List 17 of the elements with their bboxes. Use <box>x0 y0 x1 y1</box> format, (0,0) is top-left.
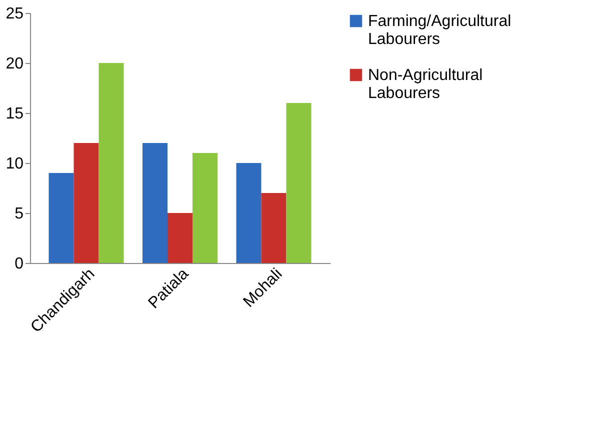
bar <box>142 143 168 263</box>
bar <box>98 63 124 263</box>
bar <box>74 143 99 263</box>
y-tick-label: 0 <box>14 256 24 272</box>
bar <box>236 163 262 263</box>
bar <box>286 103 312 263</box>
y-tick-label: 25 <box>6 6 24 22</box>
bar <box>168 213 192 263</box>
legend-label: Non-Agricultural Labourers <box>368 67 483 102</box>
y-tick-label: 20 <box>6 56 24 72</box>
y-tick-label: 5 <box>14 206 24 222</box>
bar <box>261 193 286 263</box>
y-tick-label: 10 <box>6 156 24 172</box>
legend-label: Farming/Agricultural Labourers <box>368 13 512 48</box>
y-tick-label: 15 <box>6 106 24 122</box>
bar <box>192 153 218 263</box>
bar <box>48 173 74 263</box>
